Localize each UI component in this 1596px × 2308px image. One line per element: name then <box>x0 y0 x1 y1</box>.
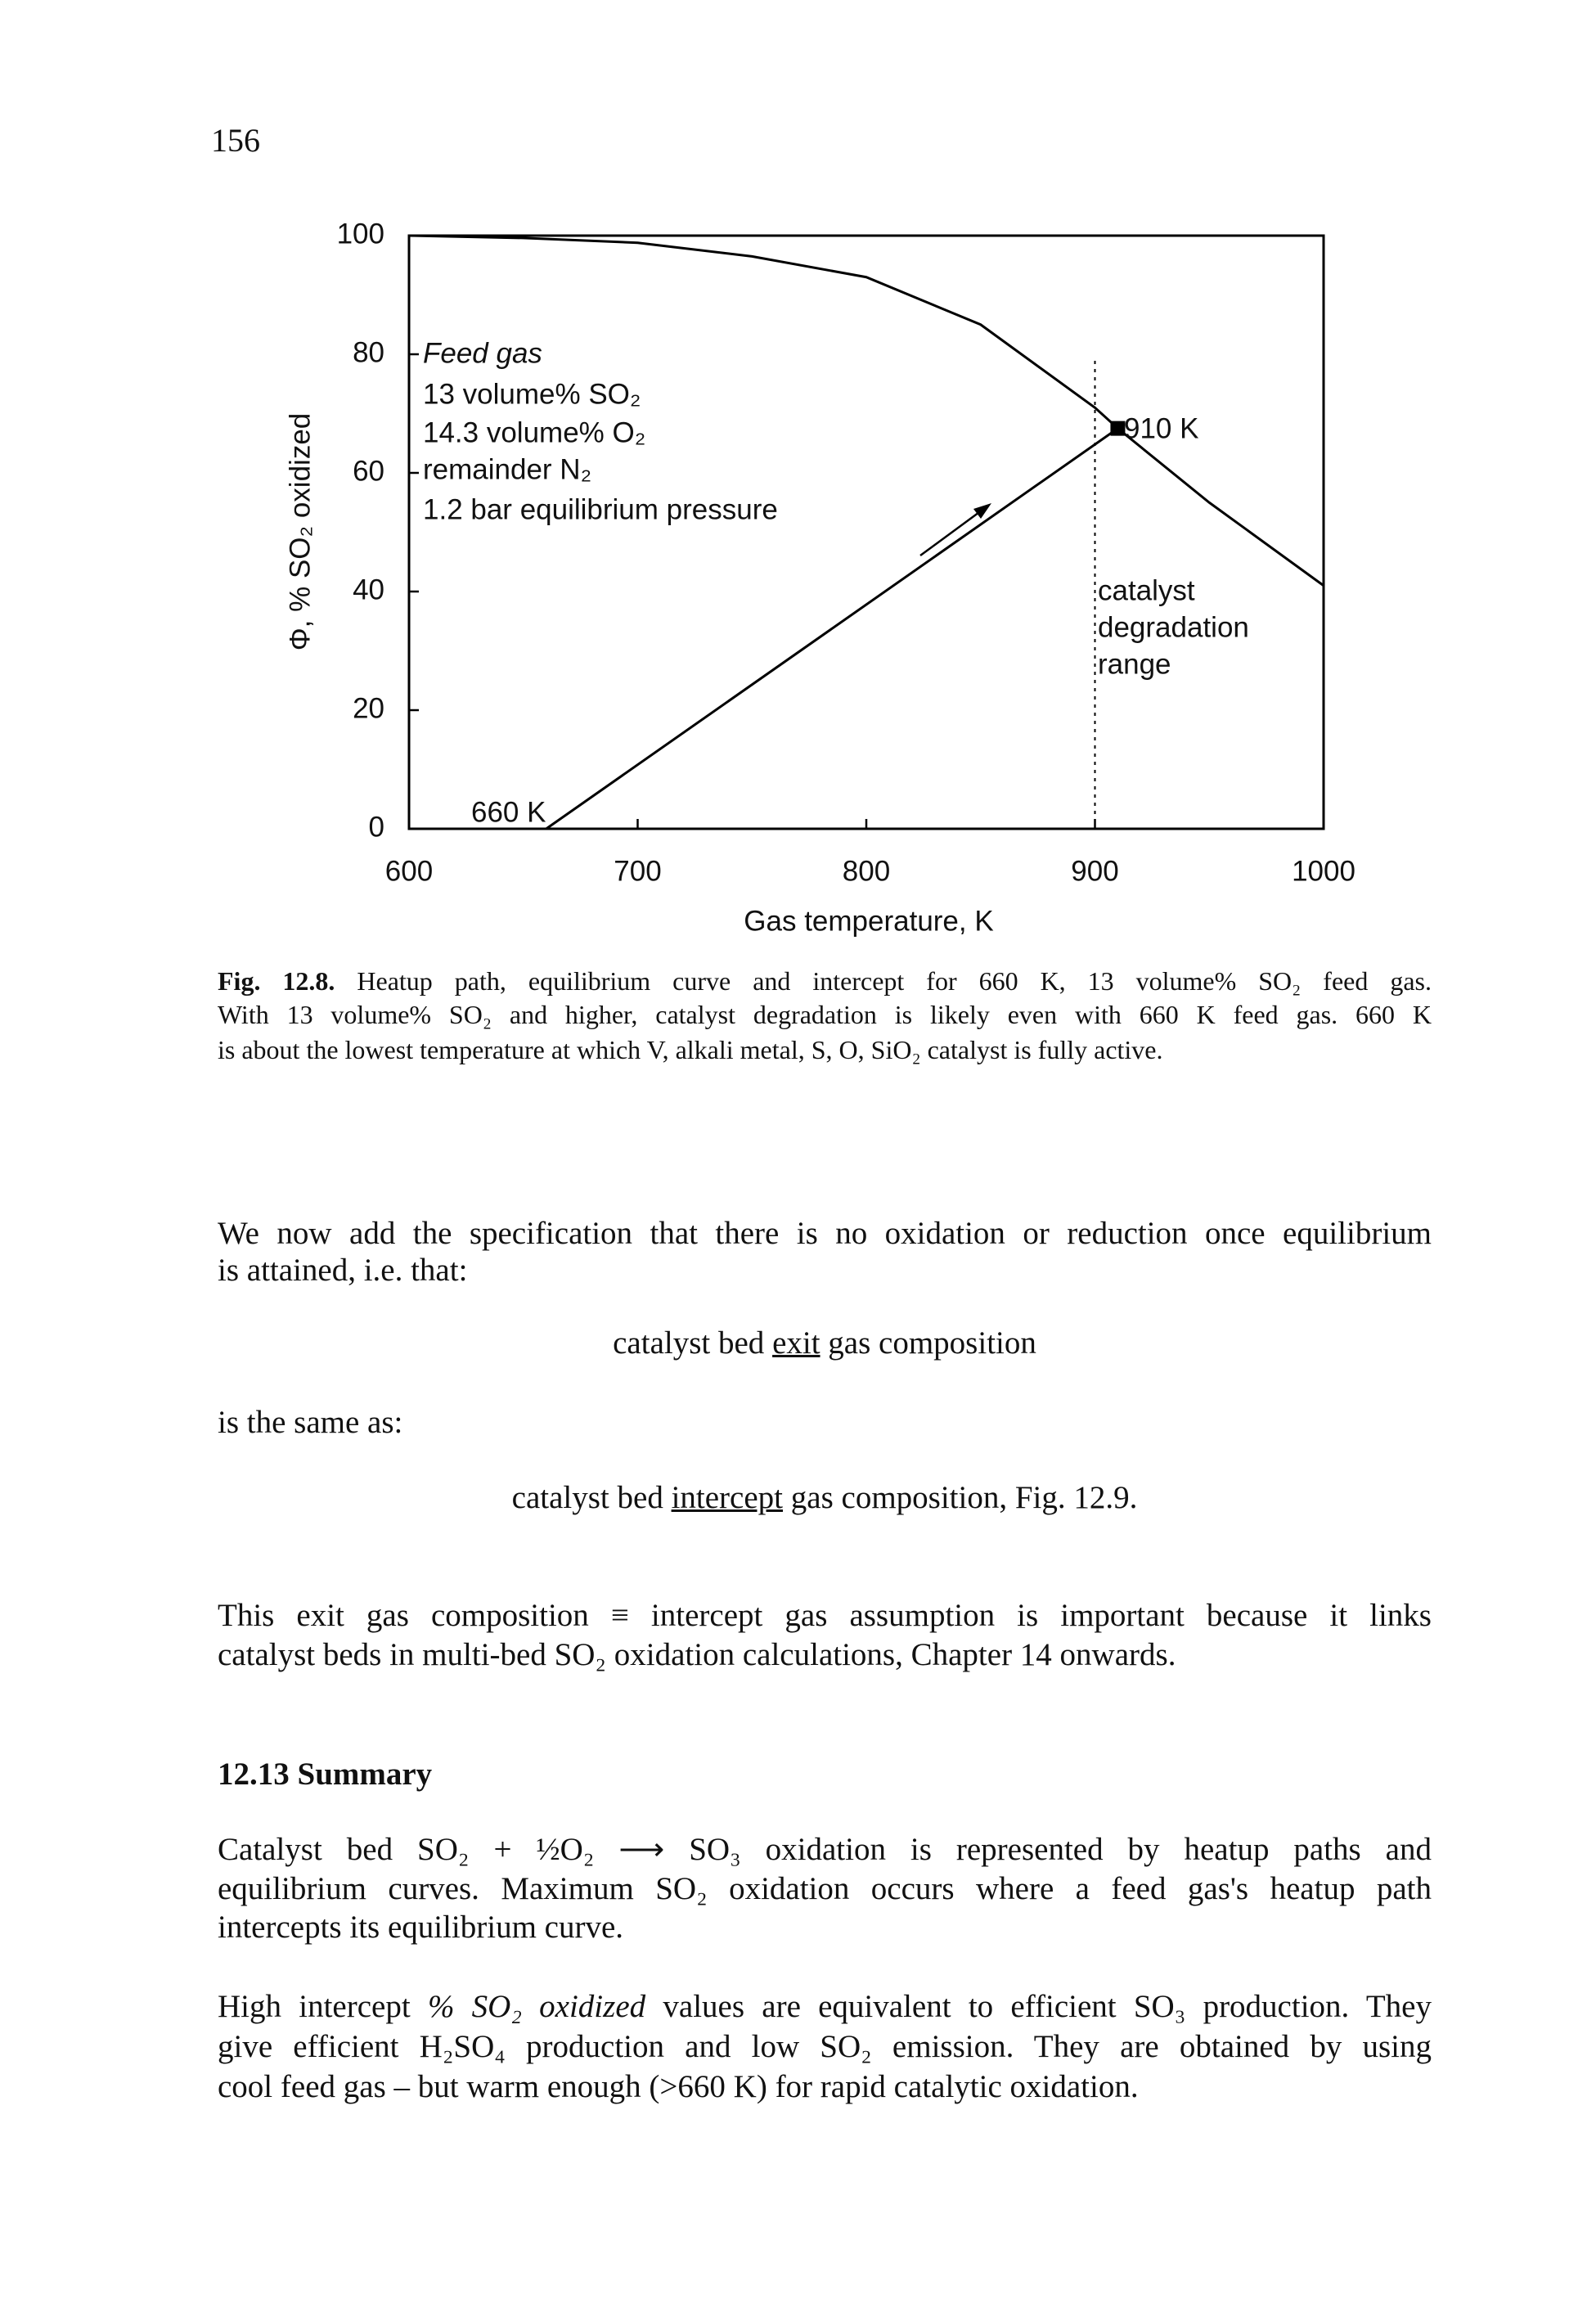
region-label: catalyst <box>1098 574 1195 606</box>
text-run: % SO₂ oxidized <box>427 1989 646 2024</box>
y-tick-label: 100 <box>337 218 384 250</box>
text-line: 12.13 Summary <box>218 1755 1432 1794</box>
page-number: 156 <box>211 122 260 159</box>
text-run: High intercept <box>218 1989 428 2024</box>
text-run: gas composition, Fig. 12.9. <box>783 1480 1138 1515</box>
text-run: equilibrium curves. Maximum SO₂ oxidatio… <box>218 1871 1432 1906</box>
y-tick-label: 40 <box>353 574 384 605</box>
text-run: Fig. 12.8. <box>218 966 335 996</box>
point-label: 660 K <box>471 796 546 828</box>
text-run: is the same as: <box>218 1405 403 1440</box>
x-tick-label: 800 <box>843 855 890 887</box>
text-line: High intercept % SO₂ oxidized values are… <box>218 1987 1432 2027</box>
text-run: values are equivalent to efficient SO₃ p… <box>645 1989 1432 2024</box>
point-label: 910 K <box>1124 412 1198 444</box>
text-run: intercept <box>671 1480 784 1515</box>
y-tick-label: 60 <box>353 455 384 487</box>
y-tick-label: 20 <box>353 692 384 724</box>
text-run: catalyst bed <box>613 1325 773 1361</box>
chart: Gas temperature, K Φ, % SO₂ oxidized 0 20… <box>284 218 1355 937</box>
intercept-marker <box>1110 421 1126 436</box>
text-run: With 13 volume% SO₂ and higher, catalyst… <box>218 1000 1432 1029</box>
x-tick-label: 1000 <box>1292 855 1355 887</box>
x-tick-label: 700 <box>614 855 661 887</box>
feed-gas-label: 14.3 volume% O₂ <box>423 416 645 448</box>
x-tick-label: 600 <box>385 855 433 887</box>
region-label: range <box>1098 648 1171 680</box>
text-line: catalyst bed exit gas composition <box>218 1324 1432 1363</box>
text-line: equilibrium curves. Maximum SO₂ oxidatio… <box>218 1869 1432 1909</box>
plot-frame <box>407 234 1325 830</box>
feed-gas-label: 1.2 bar equilibrium pressure <box>423 493 778 525</box>
y-axis-label: Φ, % SO₂ oxidized <box>284 413 316 651</box>
arrow-head <box>973 503 991 519</box>
text-line: Fig. 12.8. Heatup path, equilibrium curv… <box>218 964 1432 998</box>
text-run: exit <box>772 1325 820 1361</box>
direction-arrow <box>919 504 989 557</box>
region-label: degradation <box>1098 611 1249 643</box>
text-line: With 13 volume% SO₂ and higher, catalyst… <box>218 997 1432 1032</box>
text-run: Heatup path, equilibrium curve and inter… <box>335 966 1432 996</box>
text-run: catalyst bed <box>511 1480 672 1515</box>
text-line: catalyst bed intercept gas composition, … <box>218 1478 1432 1518</box>
y-tick-label: 0 <box>369 811 384 843</box>
y-tick-label: 80 <box>353 336 384 368</box>
text-line: Catalyst bed SO₂ + ½O₂ ⟶ SO₃ oxidation i… <box>218 1830 1432 1869</box>
text-line: This exit gas composition ≡ intercept ga… <box>218 1596 1432 1635</box>
text-run: is attained, i.e. that: <box>218 1253 468 1288</box>
feed-gas-label: 13 volume% SO₂ <box>423 378 641 410</box>
text-line: cool feed gas – but warm enough (>660 K)… <box>218 2067 1432 2107</box>
text-run: 12.13 Summary <box>218 1757 433 1792</box>
text-run: catalyst beds in multi-bed SO₂ oxidation… <box>218 1637 1176 1672</box>
series-line <box>545 427 1119 830</box>
text-line: We now add the specification that there … <box>218 1214 1432 1253</box>
feed-gas-label: remainder N₂ <box>423 453 591 485</box>
text-run: is about the lowest temperature at which… <box>218 1035 1163 1064</box>
text-line: intercepts its equilibrium curve. <box>218 1908 1432 1947</box>
text-run: intercepts its equilibrium curve. <box>218 1910 624 1945</box>
feed-gas-label: Feed gas <box>423 337 542 369</box>
text-line: give efficient H₂SO₄ production and low … <box>218 2027 1432 2067</box>
x-tick-label: 900 <box>1071 855 1118 887</box>
text-run: cool feed gas – but warm enough (>660 K)… <box>218 2069 1139 2104</box>
text-line: catalyst beds in multi-bed SO₂ oxidation… <box>218 1635 1432 1675</box>
text-run: This exit gas composition ≡ intercept ga… <box>218 1598 1432 1633</box>
series-line <box>408 234 1324 587</box>
text-line: is attained, i.e. that: <box>218 1251 1432 1290</box>
text-line: is about the lowest temperature at which… <box>218 1033 1432 1067</box>
text-run: give efficient H₂SO₄ production and low … <box>218 2029 1432 2064</box>
x-axis-label: Gas temperature, K <box>744 905 993 937</box>
text-line: is the same as: <box>218 1403 1432 1442</box>
text-run: We now add the specification that there … <box>218 1216 1432 1251</box>
text-run: Catalyst bed SO₂ + ½O₂ ⟶ SO₃ oxidation i… <box>218 1832 1432 1867</box>
text-run: gas composition <box>820 1325 1036 1361</box>
